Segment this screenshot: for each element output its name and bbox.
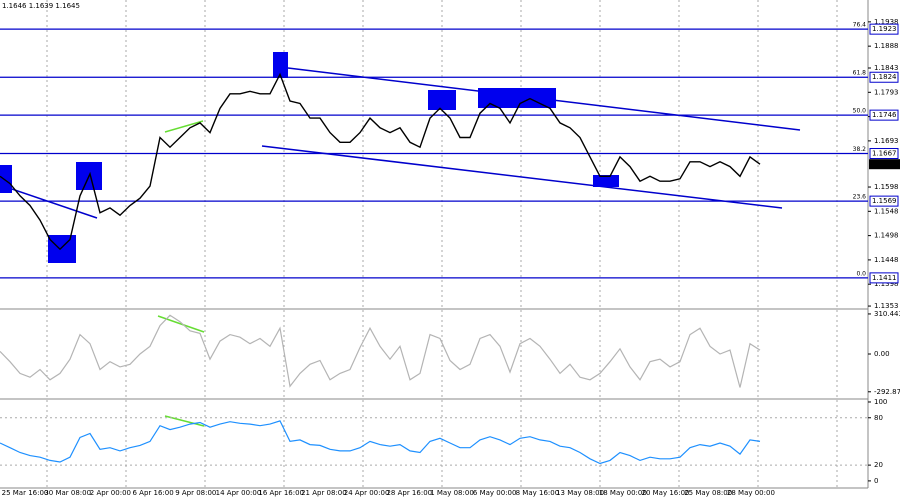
y-tick-label: 100 — [874, 398, 887, 406]
highlight-box — [428, 90, 456, 110]
x-tick-label: 1 May 08:00 — [430, 489, 474, 497]
current-price: 1.1645 — [872, 160, 897, 168]
x-tick-label: 25 May 08:00 — [684, 489, 732, 497]
divergence-line — [164, 120, 204, 133]
level-tag — [869, 23, 899, 35]
y-tick-label: 1.1498 — [874, 232, 899, 240]
y-tick-label: 0 — [874, 477, 878, 485]
x-tick-label: 13 May 08:00 — [556, 489, 604, 497]
level-value: 1.1746 — [872, 111, 897, 119]
y-tick-label: 1.1398 — [874, 280, 899, 288]
ohlc-header: 1.1646 1.1639 1.1645 — [2, 2, 80, 10]
level-tag — [869, 109, 899, 121]
y-tick-label: 1.1693 — [874, 137, 899, 145]
series-line — [0, 420, 761, 465]
y-tick-label: 1.1888 — [874, 42, 899, 50]
x-tick-label: 28 May 00:00 — [727, 489, 775, 497]
y-tick-label: 1.1793 — [874, 88, 899, 96]
y-tick-label: 80 — [874, 414, 883, 422]
level-tag — [869, 195, 899, 207]
x-tick-label: 20 May 16:00 — [641, 489, 689, 497]
x-tick-label: 2 Apr 00:00 — [90, 489, 131, 497]
current-price-tag — [869, 159, 900, 170]
y-tick-label: -292.876 — [874, 388, 900, 396]
y-tick-label: 0.00 — [874, 350, 890, 358]
x-tick-label: 14 Apr 00:00 — [216, 489, 262, 497]
x-tick-label: 8 May 16:00 — [516, 489, 560, 497]
boxes — [0, 52, 619, 263]
x-tick-label: 24 Apr 00:00 — [344, 489, 390, 497]
x-tick-label: 30 Mar 08:00 — [44, 489, 91, 497]
x-tick-label: 18 May 00:00 — [599, 489, 647, 497]
highlight-box — [48, 235, 76, 263]
y-tick-label: 20 — [874, 461, 883, 469]
y-tick-label: 1.1938 — [874, 18, 899, 26]
level-name: 76.4 — [853, 22, 867, 29]
highlight-box — [273, 52, 288, 78]
y-tick-label: 1.1598 — [874, 183, 899, 191]
x-tick-label: 28 Apr 16:00 — [386, 489, 432, 497]
divergence-line — [157, 315, 205, 333]
level-name: 50.0 — [853, 108, 867, 115]
channel-line — [261, 145, 783, 209]
level-tag — [869, 71, 899, 83]
x-tick-label: 21 Apr 08:00 — [301, 489, 347, 497]
x-tick-label: 6 Apr 16:00 — [133, 489, 174, 497]
highlight-box — [0, 165, 12, 193]
level-name: 38.2 — [853, 146, 867, 153]
level-tag — [869, 272, 899, 284]
level-tag — [869, 148, 899, 160]
highlight-box — [478, 88, 556, 108]
x-tick-label: 9 Apr 08:00 — [175, 489, 216, 497]
level-value: 1.1667 — [872, 150, 897, 158]
time-grid — [46, 0, 838, 488]
level-value: 1.1824 — [872, 73, 897, 81]
y-tick-label: 1.1843 — [874, 64, 899, 72]
series-line — [0, 314, 761, 388]
highlight-box — [593, 175, 619, 187]
level-name: 0.0 — [856, 270, 866, 277]
frame — [0, 0, 869, 489]
level-value: 1.1923 — [872, 25, 897, 33]
level-name: 61.8 — [853, 70, 867, 77]
x-tick-label: 6 May 00:00 — [473, 489, 517, 497]
level-name: 23.6 — [853, 194, 867, 201]
level-value: 1.1569 — [872, 197, 897, 205]
level-value: 1.1411 — [872, 274, 897, 282]
y-tick-label: 310.4436 — [874, 310, 900, 318]
series-line — [0, 72, 761, 251]
y-tick-label: 1.1448 — [874, 256, 899, 264]
x-tick-label: 16 Apr 16:00 — [258, 489, 304, 497]
x-tick-label: 25 Mar 16:00 — [2, 489, 49, 497]
y-tick-label: 1.1548 — [874, 207, 899, 215]
y-tick-label: 1.1353 — [874, 302, 899, 310]
